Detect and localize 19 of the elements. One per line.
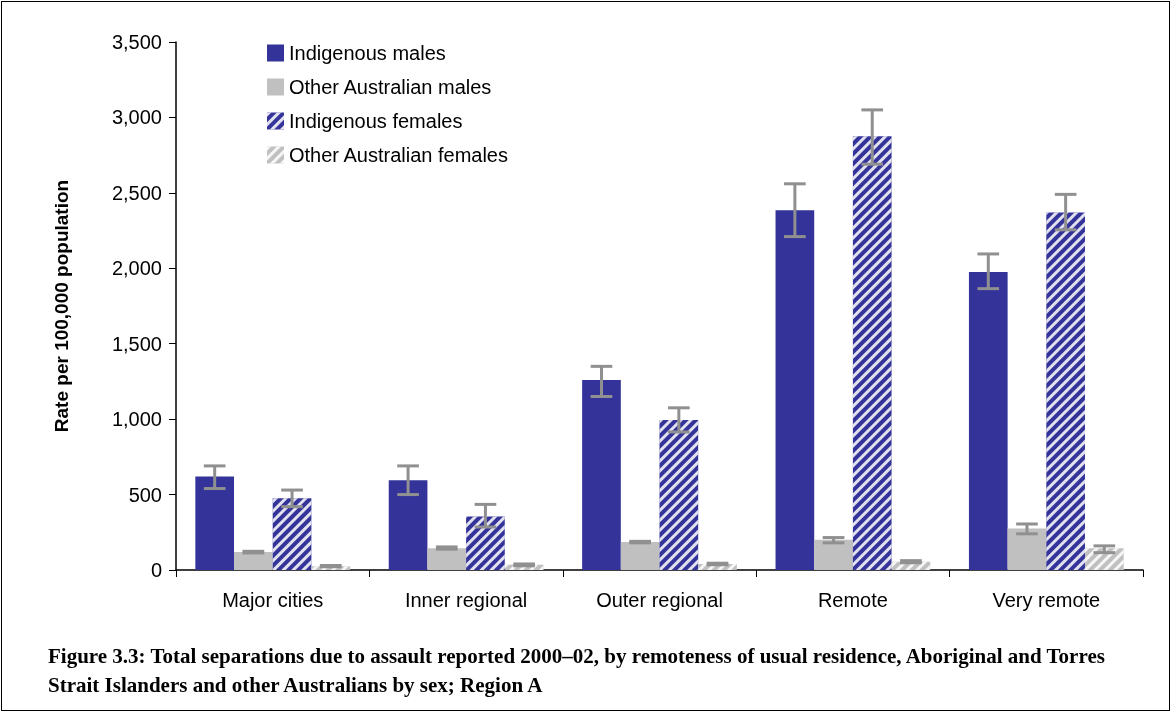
y-tick-label: 0 <box>150 559 162 581</box>
x-tick-label: Inner regional <box>404 589 528 611</box>
caption: Figure 3.3: Total separations due to assault reported 2000–02, by remoteness of usual residence, Aboriginal and Torres Strait Islanders and other Australians by sex; Region A <box>48 643 1106 699</box>
x-tick-label: Very remote <box>992 589 1101 611</box>
x-tick-label: Outer regional <box>596 589 723 611</box>
y-tick-label: 1,500 <box>111 332 162 355</box>
y-tick-label: 2,000 <box>111 257 162 280</box>
y-tick-label: 1,000 <box>111 408 162 431</box>
legend-label: Other Australian females <box>289 144 508 166</box>
y-tick-label: 3,500 <box>111 31 162 53</box>
x-tick-label: Remote <box>817 589 888 611</box>
y-tick-label: 3,000 <box>111 106 162 129</box>
legend-label: Other Australian males <box>289 76 492 98</box>
y-axis-title: Rate per 100,000 population <box>51 179 72 433</box>
x-tick-label: Major cities <box>222 589 324 611</box>
legend-label: Indigenous females <box>289 110 463 132</box>
legend-label: Indigenous males <box>289 42 446 64</box>
y-tick-label: 500 <box>128 483 162 506</box>
y-tick-label: 2,500 <box>111 181 162 204</box>
